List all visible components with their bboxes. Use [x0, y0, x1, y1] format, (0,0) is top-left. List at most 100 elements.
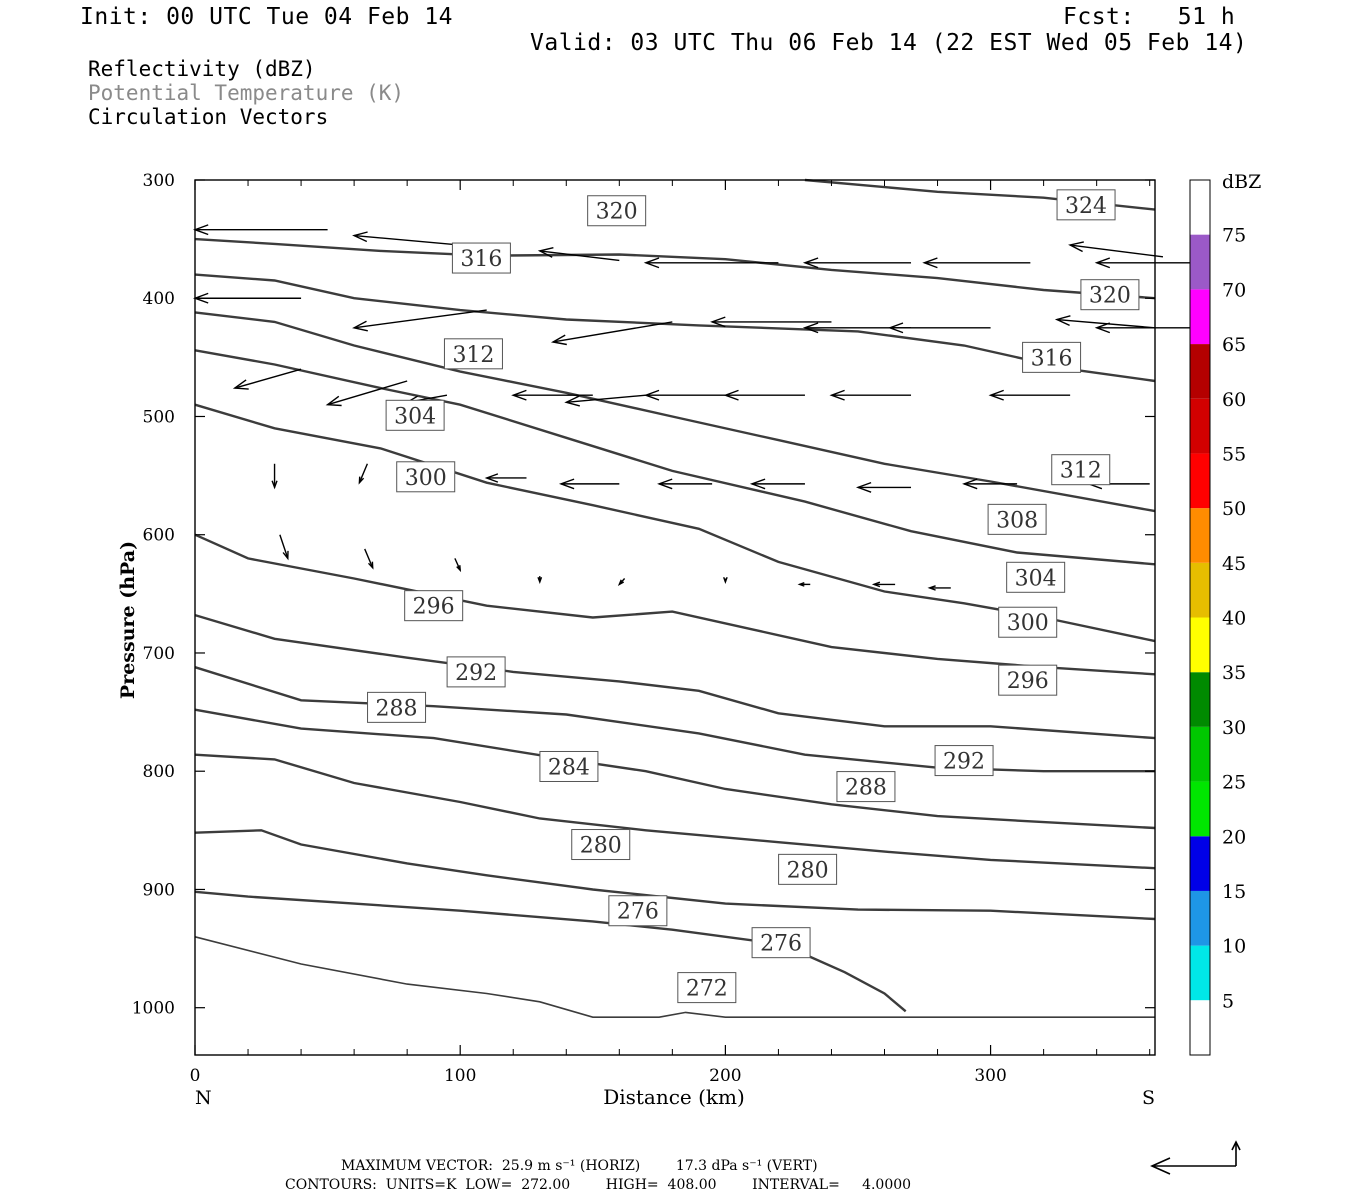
contour-label: 304: [385, 399, 445, 431]
colorbar-segment: [1190, 453, 1210, 509]
colorbar-label: 65: [1222, 334, 1246, 356]
colorbar: 5 10 15 20 25 30 35 40 45 50 55 60 65 70 75: [1189, 179, 1246, 1056]
theta-contour-276: [194, 890, 907, 1013]
contour-label: 316: [1022, 341, 1082, 373]
contour-label-text: 320: [1089, 284, 1131, 309]
theta-contours: [194, 178, 1156, 1019]
plot-frame: [194, 179, 1156, 1056]
contour-label: 308: [987, 503, 1047, 535]
x-tick-label: 100: [444, 1066, 476, 1086]
contour-label-text: 292: [455, 661, 497, 686]
circulation-vector: [537, 576, 543, 585]
colorbar-label: 30: [1222, 717, 1246, 739]
contour-label-text: 296: [413, 595, 455, 620]
circulation-vector: [887, 322, 991, 334]
contour-label-text: 320: [596, 200, 638, 225]
circulation-vector: [643, 389, 726, 401]
circulation-vector: [871, 581, 896, 588]
theta-contour-272: [194, 936, 1155, 1019]
colorbar-segment: [1190, 234, 1210, 290]
colorbar-label: 55: [1222, 443, 1246, 465]
circulation-vector: [192, 292, 302, 304]
contour-label-text: 316: [460, 247, 502, 272]
theta-contour-292: [194, 666, 1155, 773]
valid-time: Valid: 03 UTC Thu 06 Feb 14 (22 EST Wed …: [530, 30, 1248, 56]
contour-label-text: 280: [787, 858, 829, 883]
circulation-vector: [325, 380, 408, 407]
contour-label: 300: [396, 461, 456, 493]
footer-max-vector: MAXIMUM VECTOR: 25.9 m s⁻¹ (HORIZ) 17.3 …: [341, 1158, 818, 1174]
colorbar-label: 40: [1222, 608, 1246, 630]
contour-label: 300: [998, 606, 1058, 638]
y-tick-label: 700: [143, 644, 175, 664]
theta-contour-280: [194, 829, 1156, 921]
circulation-vector: [564, 394, 646, 407]
colorbar-label: 25: [1222, 772, 1246, 794]
y-tick-label: 400: [143, 289, 175, 309]
circulation-vector: [271, 463, 278, 490]
contour-label: 296: [998, 664, 1058, 696]
theta-contour-312: [194, 311, 1156, 513]
circulation-vector: [710, 316, 832, 328]
theta-contour-300: [194, 533, 1156, 676]
contour-label: 296: [404, 590, 464, 622]
colorbar-segment: [1190, 890, 1210, 946]
contour-label: 312: [1051, 454, 1111, 486]
colorbar-label: 35: [1222, 662, 1246, 684]
colorbar-segment: [1190, 945, 1210, 1001]
y-tick-label: 800: [143, 762, 175, 782]
circulation-vector: [802, 257, 912, 269]
circulation-vector: [643, 257, 779, 269]
contour-label: 304: [1006, 561, 1066, 593]
colorbar-label: 75: [1222, 225, 1246, 247]
colorbar-frame: [1189, 179, 1211, 1056]
theta-contour-288: [194, 708, 1156, 830]
circulation-vector: [232, 368, 302, 390]
contour-label-text: 280: [580, 834, 622, 859]
colorbar-segment: [1190, 344, 1210, 399]
contour-label: 292: [934, 745, 994, 777]
colorbar-segment: [1190, 672, 1210, 727]
legend-reflectivity: Reflectivity (dBZ): [88, 57, 316, 81]
colorbar-label: 70: [1222, 279, 1246, 301]
contour-label-text: 312: [1060, 459, 1102, 484]
contour-label: 312: [443, 338, 503, 370]
y-tick-label: 1000: [132, 999, 175, 1019]
contour-label-text: 324: [1065, 194, 1107, 219]
reference-vector: [1150, 1140, 1241, 1175]
contour-label-text: 304: [1015, 566, 1057, 591]
colorbar-segment: [1190, 508, 1210, 563]
circulation-vector: [550, 321, 673, 346]
contour-label: 320: [1080, 279, 1140, 311]
theta-contour-320: [194, 237, 1156, 300]
circulation-vector: [358, 463, 369, 485]
x-axis-label: Distance (km): [603, 1085, 745, 1109]
x-tick-label: 300: [974, 1066, 1006, 1086]
circulation-vector: [988, 389, 1071, 401]
colorbar-label: 15: [1222, 881, 1246, 903]
circulation-vector: [829, 389, 912, 401]
south-label: S: [1142, 1087, 1155, 1109]
circulation-vector: [797, 582, 811, 587]
circulation-vector: [537, 247, 620, 262]
circulation-vector: [927, 585, 951, 591]
contour-label: 276: [608, 895, 668, 927]
init-time: Init: 00 UTC Tue 04 Feb 14: [80, 4, 454, 30]
circulation-vectors: [192, 224, 1203, 591]
circulation-vector: [723, 389, 805, 401]
contour-label-text: 304: [394, 404, 436, 429]
colorbar-segment: [1190, 180, 1210, 235]
circulation-vector: [192, 224, 328, 236]
contour-label: 324: [1056, 189, 1116, 221]
colorbar-segment: [1190, 836, 1210, 891]
colorbar-segment: [1190, 1000, 1210, 1055]
colorbar-label: 45: [1222, 553, 1246, 575]
contour-label-text: 308: [996, 508, 1038, 533]
circulation-vector: [855, 481, 912, 493]
contour-label-text: 300: [1007, 611, 1049, 636]
theta-contour-316: [194, 273, 1156, 383]
colorbar-label: 5: [1222, 990, 1234, 1012]
colorbar-segment: [1190, 726, 1210, 782]
forecast-hour: Fcst: 51 h: [1063, 4, 1236, 30]
x-tick-label: 200: [709, 1066, 741, 1086]
